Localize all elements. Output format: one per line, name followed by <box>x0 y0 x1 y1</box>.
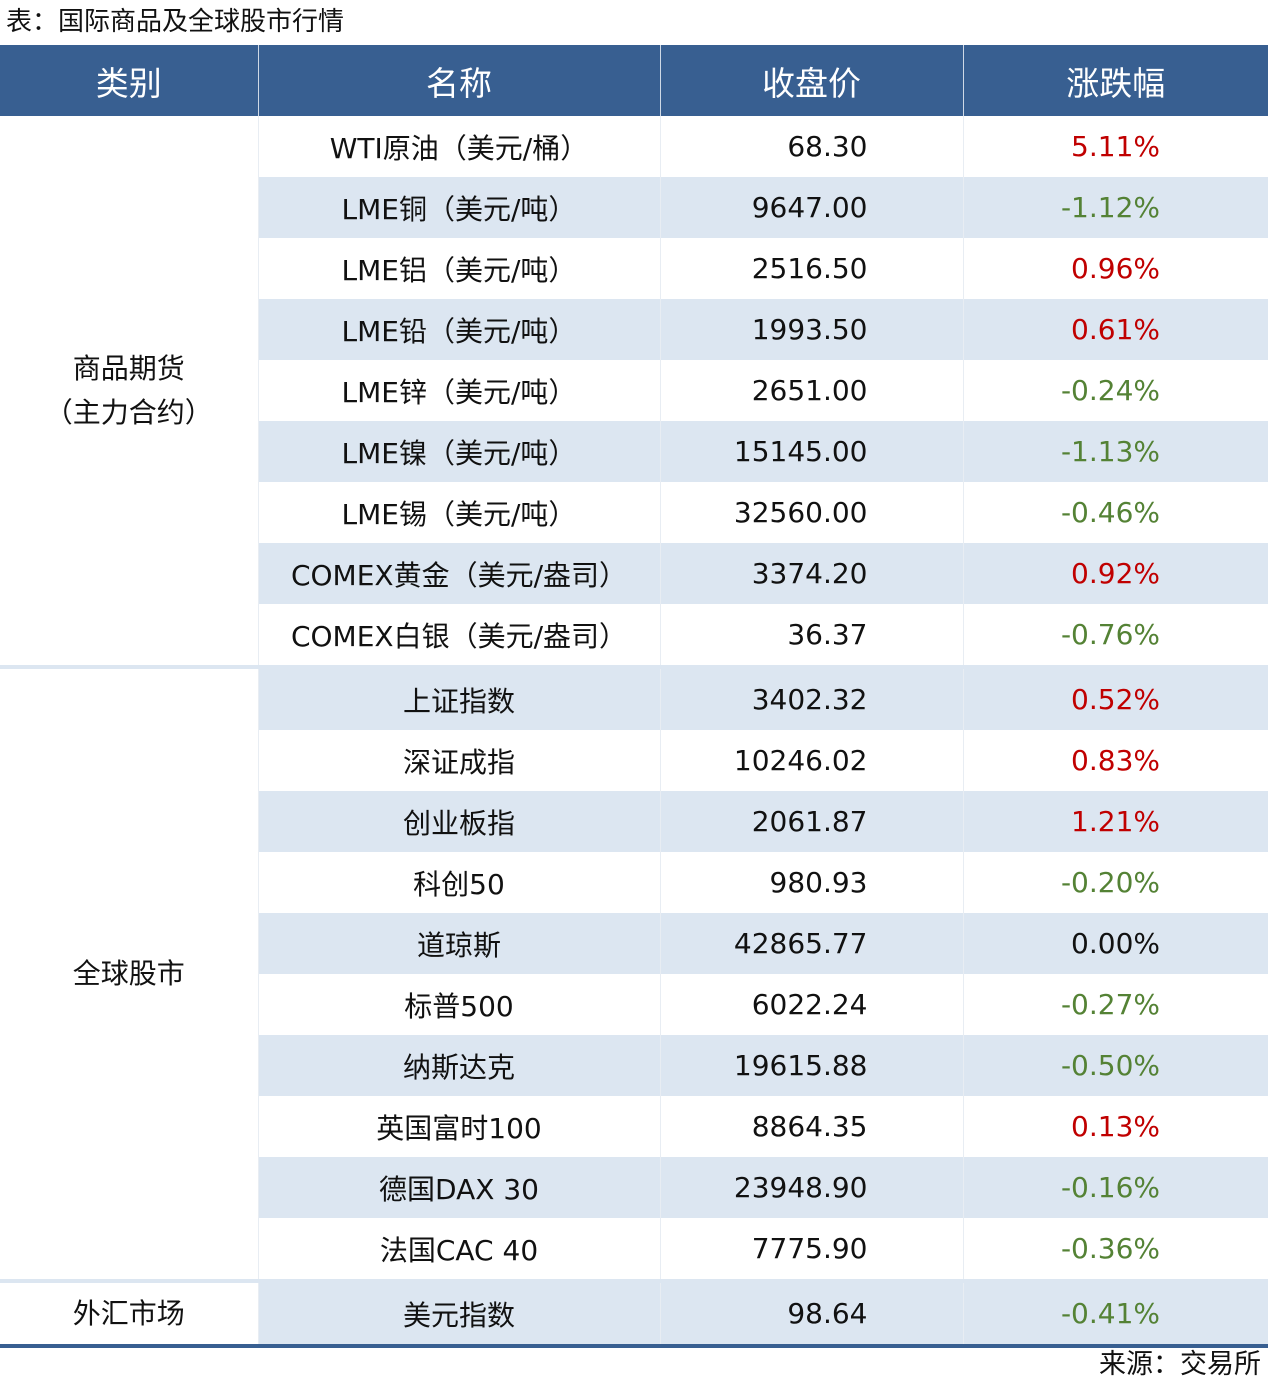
category-label: 商品期货 <box>72 351 185 385</box>
change-cell: 0.96% <box>962 238 1268 299</box>
name-cell: LME锡（美元/吨） <box>257 482 660 543</box>
change-cell: -1.13% <box>962 421 1268 482</box>
table-title: 表：国际商品及全球股市行情 <box>6 7 345 37</box>
price-cell: 7775.90 <box>659 1218 963 1281</box>
name-cell: 德国DAX 30 <box>257 1157 660 1218</box>
category-label: 外汇市场 <box>72 1296 185 1330</box>
category-cell: 外汇市场 <box>0 1279 258 1348</box>
header-change: 涨跌幅 <box>962 45 1268 116</box>
name-cell: WTI原油（美元/桶） <box>257 116 660 177</box>
change-cell: 0.13% <box>962 1096 1268 1157</box>
table-row: 英国富时100 8864.35 0.13% <box>0 1096 1268 1157</box>
name-cell: 创业板指 <box>257 791 660 852</box>
name-cell: 科创50 <box>257 852 660 913</box>
table-row: LME铝（美元/吨） 2516.50 0.96% <box>0 238 1268 299</box>
price-cell: 8864.35 <box>659 1096 963 1157</box>
change-cell: 0.92% <box>962 543 1268 604</box>
table-row: LME锡（美元/吨） 32560.00 -0.46% <box>0 482 1268 543</box>
name-cell: 深证成指 <box>257 730 660 791</box>
source-note: 来源：交易所 <box>1099 1349 1261 1380</box>
price-cell: 98.64 <box>659 1279 963 1348</box>
name-cell: LME铜（美元/吨） <box>257 177 660 238</box>
header-name: 名称 <box>257 45 660 116</box>
table-row: LME铜（美元/吨） 9647.00 -1.12% <box>0 177 1268 238</box>
change-cell: 0.52% <box>962 665 1268 730</box>
change-cell: -0.20% <box>962 852 1268 913</box>
name-cell: 道琼斯 <box>257 913 660 974</box>
name-cell: 纳斯达克 <box>257 1035 660 1096</box>
price-cell: 2061.87 <box>659 791 963 852</box>
name-cell: COMEX黄金（美元/盎司） <box>257 543 660 604</box>
price-cell: 1993.50 <box>659 299 963 360</box>
name-cell: LME镍（美元/吨） <box>257 421 660 482</box>
name-cell: LME铝（美元/吨） <box>257 238 660 299</box>
change-cell: 1.21% <box>962 791 1268 852</box>
change-cell: 0.83% <box>962 730 1268 791</box>
change-cell: -0.76% <box>962 604 1268 667</box>
price-cell: 15145.00 <box>659 421 963 482</box>
price-cell: 19615.88 <box>659 1035 963 1096</box>
category-cell: 商品期货 （主力合约） <box>0 116 258 667</box>
header-row: 类别 名称 收盘价 涨跌幅 <box>0 45 1268 116</box>
table-row: 创业板指 2061.87 1.21% <box>0 791 1268 852</box>
change-cell: -0.46% <box>962 482 1268 543</box>
price-cell: 6022.24 <box>659 974 963 1035</box>
category-cell: 全球股市 <box>0 665 258 1281</box>
name-cell: 美元指数 <box>257 1279 660 1348</box>
change-cell: -0.27% <box>962 974 1268 1035</box>
price-cell: 10246.02 <box>659 730 963 791</box>
price-cell: 980.93 <box>659 852 963 913</box>
name-cell: LME铅（美元/吨） <box>257 299 660 360</box>
table-row: 纳斯达克 19615.88 -0.50% <box>0 1035 1268 1096</box>
category-label: 全球股市 <box>72 957 185 990</box>
table-row: LME锌（美元/吨） 2651.00 -0.24% <box>0 360 1268 421</box>
change-cell: -0.36% <box>962 1218 1268 1281</box>
table-row: 外汇市场 美元指数 98.64 -0.41% <box>0 1279 1268 1348</box>
price-cell: 3374.20 <box>659 543 963 604</box>
change-cell: -0.16% <box>962 1157 1268 1218</box>
table-row: 深证成指 10246.02 0.83% <box>0 730 1268 791</box>
name-cell: 法国CAC 40 <box>257 1218 660 1281</box>
price-cell: 9647.00 <box>659 177 963 238</box>
price-cell: 68.30 <box>659 116 963 177</box>
table-row: 标普500 6022.24 -0.27% <box>0 974 1268 1035</box>
name-cell: COMEX白银（美元/盎司） <box>257 604 660 667</box>
price-cell: 23948.90 <box>659 1157 963 1218</box>
change-cell: -0.50% <box>962 1035 1268 1096</box>
table-row: 科创50 980.93 -0.20% <box>0 852 1268 913</box>
name-cell: 上证指数 <box>257 665 660 730</box>
name-cell: 英国富时100 <box>257 1096 660 1157</box>
change-cell: -0.41% <box>962 1279 1268 1348</box>
price-cell: 2516.50 <box>659 238 963 299</box>
table-row: LME铅（美元/吨） 1993.50 0.61% <box>0 299 1268 360</box>
change-cell: 0.61% <box>962 299 1268 360</box>
table-row: 全球股市 上证指数 3402.32 0.52% <box>0 665 1268 1281</box>
table-row: COMEX白银（美元/盎司） 36.37 -0.76% <box>0 604 1268 667</box>
change-cell: 0.00% <box>962 913 1268 974</box>
header-price: 收盘价 <box>659 45 963 116</box>
table-row: 商品期货 （主力合约） WTI原油（美元/桶） 68.30 5.11% <box>0 116 1268 667</box>
category-label: （主力合约） <box>44 395 213 429</box>
change-cell: -0.24% <box>962 360 1268 421</box>
price-cell: 3402.32 <box>659 665 963 730</box>
price-cell: 2651.00 <box>659 360 963 421</box>
table-row: 法国CAC 40 7775.90 -0.36% <box>0 1218 1268 1281</box>
price-cell: 36.37 <box>659 604 963 667</box>
price-cell: 42865.77 <box>659 913 963 974</box>
price-cell: 32560.00 <box>659 482 963 543</box>
table-row: 德国DAX 30 23948.90 -0.16% <box>0 1157 1268 1218</box>
name-cell: LME锌（美元/吨） <box>257 360 660 421</box>
table-row: LME镍（美元/吨） 15145.00 -1.13% <box>0 421 1268 482</box>
change-cell: 5.11% <box>962 116 1268 177</box>
market-table: 类别 名称 收盘价 涨跌幅 商品期货 （主力合约） WTI原油（美元/桶） 68.30… <box>0 45 1268 1348</box>
change-cell: -1.12% <box>962 177 1268 238</box>
header-category: 类别 <box>0 45 258 116</box>
name-cell: 标普500 <box>257 974 660 1035</box>
table-row: COMEX黄金（美元/盎司） 3374.20 0.92% <box>0 543 1268 604</box>
table-row: 道琼斯 42865.77 0.00% <box>0 913 1268 974</box>
